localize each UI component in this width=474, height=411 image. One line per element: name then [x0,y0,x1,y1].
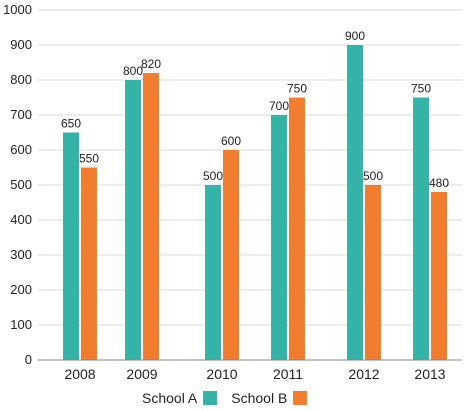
bar-school-b-2009 [143,73,159,360]
data-label-school-a-2011: 700 [269,99,289,113]
x-tick-label-2012: 2012 [348,366,379,382]
data-label-school-a-2012: 900 [345,29,365,43]
data-label-school-b-2009: 820 [141,57,161,71]
legend-label-school-a: School A [142,390,198,406]
legend-swatch-school-b [293,391,308,405]
y-axis-ticks: 0 100 200 300 400 500 600 700 800 900 1000 [3,2,32,367]
y-tick-label: 600 [10,142,32,157]
y-tick-label: 100 [10,317,32,332]
bar-school-b-2012 [365,185,381,360]
y-tick-label: 400 [10,212,32,227]
bar-school-a-2009 [125,80,141,360]
bar-school-b-2013 [431,192,447,360]
data-label-school-b-2013: 480 [429,176,449,190]
data-label-school-a-2010: 500 [203,169,223,183]
bar-school-a-2011 [271,115,287,360]
legend-item-school-b: School B [231,390,308,406]
legend-item-school-a: School A [142,390,218,406]
y-tick-label: 800 [10,72,32,87]
data-label-school-a-2013: 750 [411,82,431,96]
x-tick-label-2010: 2010 [206,366,237,382]
legend-label-school-b: School B [231,390,288,406]
bar-school-a-2013 [413,97,429,360]
y-tick-label: 900 [10,37,32,52]
data-label-school-a-2008: 650 [61,117,81,131]
data-label-school-b-2010: 600 [221,134,241,148]
bar-school-a-2008 [63,132,79,360]
x-tick-label-2009: 2009 [126,366,157,382]
y-tick-label: 200 [10,282,32,297]
x-tick-label-2011: 2011 [273,366,303,382]
y-tick-label: 500 [10,177,32,192]
bar-school-a-2010 [205,185,221,360]
bar-school-b-2011 [289,97,305,360]
y-tick-label: 0 [25,352,32,367]
bar-school-b-2010 [223,150,239,360]
bar-school-a-2012 [347,45,363,360]
data-label-school-b-2012: 500 [363,169,383,183]
legend: School A School B [142,388,321,408]
bars [63,45,447,360]
data-label-school-b-2011: 750 [287,82,307,96]
data-label-school-a-2009: 800 [123,64,143,78]
y-tick-label: 300 [10,247,32,262]
y-tick-label: 700 [10,107,32,122]
y-tick-label: 1000 [3,2,32,17]
x-tick-label-2008: 2008 [64,366,95,382]
x-axis-ticks: 2008 2009 2010 2011 2012 2013 [64,366,445,382]
legend-swatch-school-a [203,391,218,405]
bar-school-b-2008 [81,167,97,360]
gridlines [38,9,462,326]
data-label-school-b-2008: 550 [79,152,99,166]
x-tick-label-2013: 2013 [414,366,445,382]
